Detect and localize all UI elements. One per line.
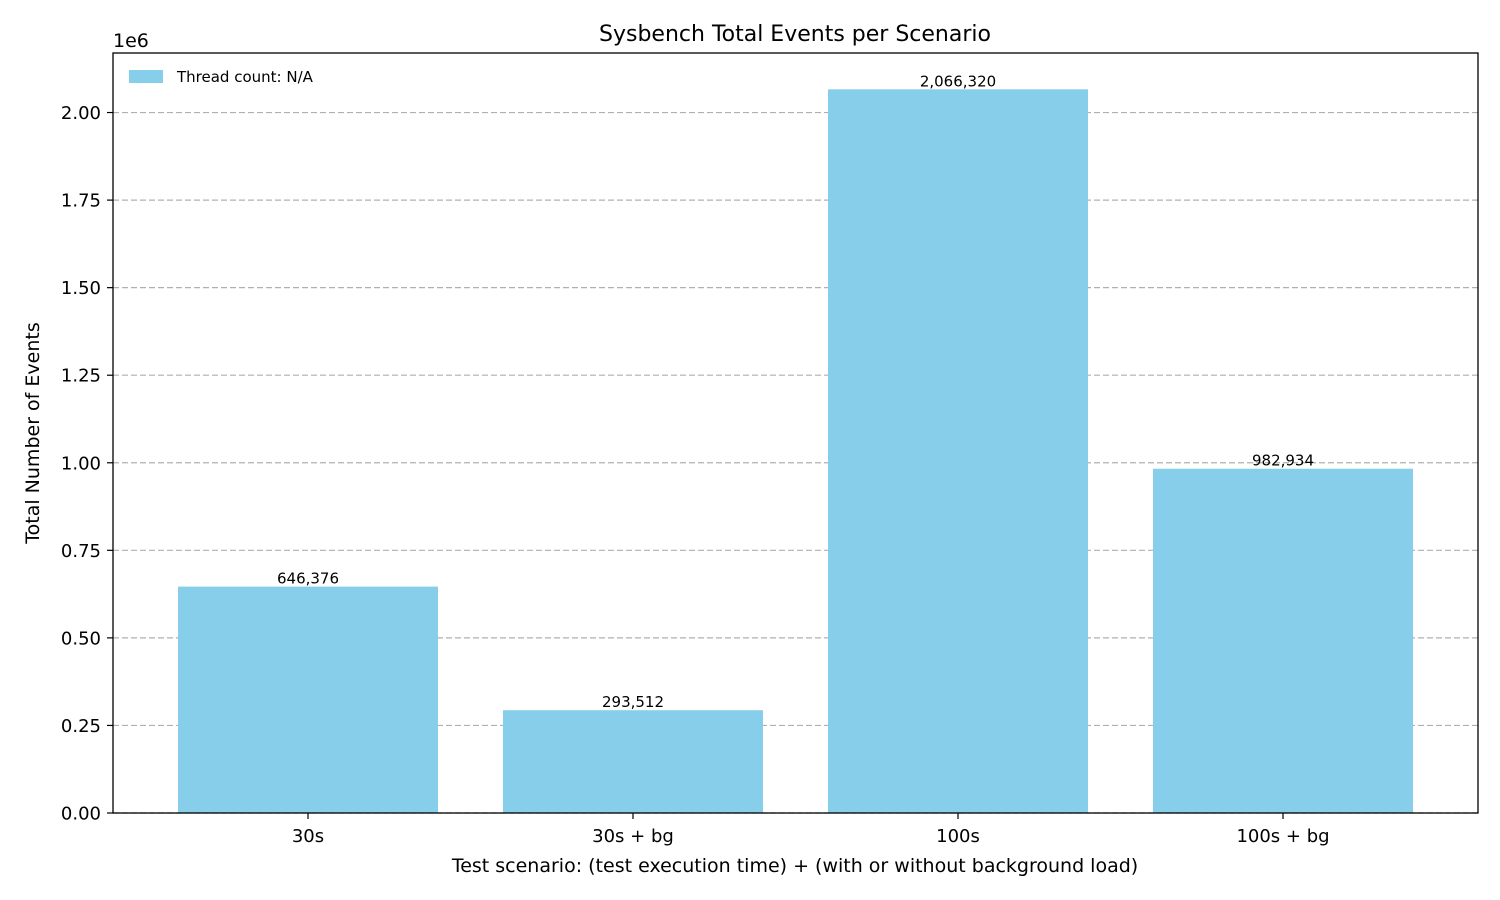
- bar-30s: [178, 586, 438, 813]
- plot-frame: [112, 52, 1479, 814]
- y-tick-label: 0.75: [61, 541, 101, 562]
- x-axis-ticks: 30s 30s + bg 100s 100s + bg: [292, 813, 1330, 847]
- y-tick-label: 1.50: [61, 278, 101, 299]
- bar-value-label: 2,066,320: [920, 72, 996, 90]
- y-axis-ticks: 0.00 0.25 0.50 0.75 1.00 1.25 1.50 1.75 2.00: [61, 103, 113, 825]
- legend-entry-label: Thread count: N/A: [176, 68, 314, 86]
- y-tick-label: 1.75: [61, 191, 101, 212]
- bar-value-labels: 646,376 293,512 2,066,320 982,934: [277, 72, 1314, 711]
- chart-title: Sysbench Total Events per Scenario: [599, 22, 991, 47]
- y-tick-label: 2.00: [61, 103, 101, 124]
- x-tick-label: 30s: [292, 826, 324, 847]
- y-tick-label: 0.00: [61, 804, 101, 825]
- bar-value-label: 646,376: [277, 570, 339, 588]
- y-tick-label: 0.25: [61, 716, 101, 737]
- x-axis-label: Test scenario: (test execution time) + (…: [451, 855, 1138, 877]
- x-tick-label: 30s + bg: [592, 826, 674, 847]
- bar-value-label: 982,934: [1252, 452, 1314, 470]
- y-tick-label: 1.25: [61, 366, 101, 387]
- y-tick-label: 0.50: [61, 628, 101, 649]
- y-tick-label: 1.00: [61, 453, 101, 474]
- legend-swatch: [129, 70, 163, 83]
- bar-30s-bg: [503, 710, 763, 813]
- y-axis-label: Total Number of Events: [22, 322, 44, 544]
- bar-100s: [828, 89, 1088, 813]
- legend: Thread count: N/A: [129, 68, 314, 86]
- bars: [178, 89, 1413, 813]
- x-tick-label: 100s + bg: [1236, 826, 1329, 847]
- bar-value-label: 293,512: [602, 693, 664, 711]
- bar-100s-bg: [1153, 468, 1413, 813]
- y-axis-offset-label: 1e6: [113, 30, 149, 52]
- x-tick-label: 100s: [936, 826, 980, 847]
